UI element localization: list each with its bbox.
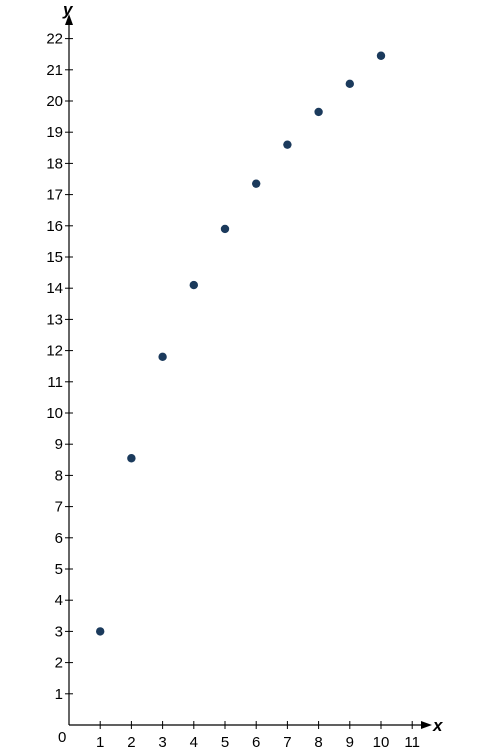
y-tick-label: 6 (55, 530, 63, 547)
y-tick-label: 15 (46, 249, 63, 266)
y-tick-label: 20 (46, 93, 63, 110)
y-tick-label: 22 (46, 31, 63, 48)
x-tick-label: 6 (252, 734, 260, 751)
y-tick-label: 14 (46, 280, 63, 297)
x-tick-label: 7 (283, 734, 291, 751)
data-point (220, 224, 230, 234)
axes (65, 14, 432, 729)
x-axis-arrowhead (421, 721, 432, 729)
y-tick-label: 12 (46, 343, 63, 360)
origin-label: 0 (58, 729, 66, 746)
data-point (283, 140, 292, 149)
y-axis-arrowhead (65, 14, 73, 25)
x-tick-label: 8 (314, 734, 322, 751)
x-tick-label: 3 (158, 734, 166, 751)
y-tick-label: 21 (46, 62, 63, 79)
data-point (96, 627, 105, 636)
y-tick-label: 4 (55, 592, 63, 609)
y-tick-label: 1 (55, 686, 63, 703)
y-tick-label: 13 (46, 311, 63, 328)
data-points (96, 51, 386, 636)
y-tick-label: 7 (55, 499, 63, 516)
x-tick-label: 1 (96, 734, 104, 751)
x-axis-ticks: 1 2 3 4 5 6 7 8 9 10 11 (96, 721, 420, 751)
y-tick-label: 17 (46, 187, 63, 204)
y-tick-label: 16 (46, 218, 63, 235)
data-point (127, 454, 136, 463)
data-point (158, 352, 167, 362)
x-axis-title: x (432, 716, 444, 735)
x-tick-label: 2 (127, 734, 135, 751)
x-tick-label: 4 (190, 734, 198, 751)
y-tick-label: 11 (47, 374, 63, 391)
y-tick-label: 8 (55, 467, 63, 484)
data-point (189, 280, 198, 290)
y-tick-label: 9 (55, 436, 63, 453)
data-point (314, 107, 323, 117)
y-axis-title: y (62, 0, 74, 19)
y-tick-label: 19 (46, 124, 63, 141)
x-tick-label: 5 (221, 734, 229, 751)
y-tick-label: 18 (46, 155, 63, 172)
y-tick-label: 2 (55, 655, 63, 672)
y-tick-label: 10 (46, 405, 63, 422)
x-tick-label: 10 (373, 734, 390, 751)
x-tick-label: 9 (346, 734, 354, 751)
y-tick-label: 5 (55, 561, 63, 578)
x-tick-label: 11 (404, 734, 420, 751)
y-tick-label: 3 (55, 623, 63, 640)
data-point (376, 51, 386, 60)
data-point (345, 79, 354, 89)
data-point (252, 179, 261, 188)
